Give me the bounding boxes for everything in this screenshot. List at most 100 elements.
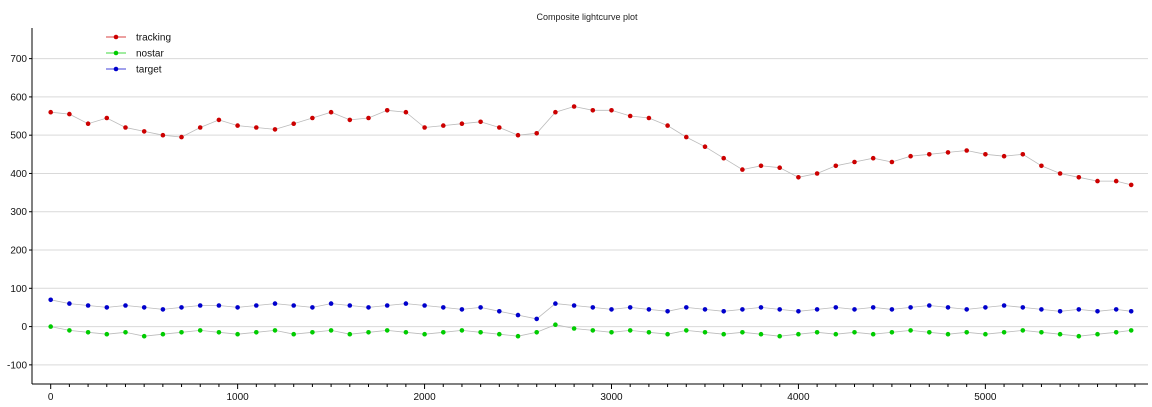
data-point xyxy=(384,328,390,333)
data-point xyxy=(497,331,502,337)
data-point xyxy=(590,305,596,310)
data-point xyxy=(646,330,652,335)
series-nostar xyxy=(48,322,1134,339)
data-point xyxy=(216,330,222,335)
data-point xyxy=(814,330,820,335)
data-point xyxy=(141,129,147,134)
data-point xyxy=(1057,331,1063,337)
data-point xyxy=(123,330,128,335)
data-point xyxy=(833,331,839,337)
data-point xyxy=(852,307,857,312)
data-point xyxy=(1113,178,1119,184)
data-point xyxy=(104,115,110,121)
data-point xyxy=(441,305,446,310)
data-point xyxy=(48,109,53,115)
data-point xyxy=(721,331,726,337)
data-point xyxy=(235,123,240,128)
data-point xyxy=(1039,330,1044,335)
data-point xyxy=(179,134,184,140)
data-point xyxy=(478,330,483,335)
data-point xyxy=(964,307,969,312)
data-point xyxy=(796,175,801,180)
data-point xyxy=(253,330,259,335)
data-point xyxy=(347,117,353,123)
data-point xyxy=(123,303,128,308)
data-point xyxy=(833,163,839,169)
data-point xyxy=(534,316,539,322)
y-tick-label: 100 xyxy=(10,284,27,295)
x-tick-label: 1000 xyxy=(227,392,250,403)
legend-label: tracking xyxy=(136,33,171,44)
y-tick-label: -100 xyxy=(7,360,27,371)
data-point xyxy=(777,333,782,339)
data-point xyxy=(646,115,652,121)
y-tick-label: 700 xyxy=(10,54,27,65)
data-point xyxy=(758,331,764,337)
y-tick-label: 0 xyxy=(21,322,27,333)
data-point xyxy=(1095,178,1100,184)
x-tick-label: 2000 xyxy=(413,392,436,403)
data-point xyxy=(310,305,315,310)
data-point xyxy=(684,305,689,310)
data-point xyxy=(85,330,91,335)
data-point xyxy=(515,333,521,339)
data-point xyxy=(67,328,72,333)
data-point xyxy=(702,144,708,149)
data-point xyxy=(665,123,670,128)
data-point xyxy=(609,330,614,335)
data-point xyxy=(627,328,633,333)
data-point xyxy=(665,309,670,314)
data-point xyxy=(515,312,521,318)
data-point xyxy=(197,303,203,308)
data-point xyxy=(740,330,745,335)
data-point xyxy=(104,305,110,310)
data-point xyxy=(160,132,166,138)
data-point xyxy=(777,307,782,312)
data-point xyxy=(889,159,895,165)
data-point xyxy=(272,328,278,333)
data-point xyxy=(571,303,577,308)
data-point xyxy=(141,333,147,339)
data-point xyxy=(870,331,876,337)
data-point xyxy=(422,303,427,308)
legend-label: nostar xyxy=(136,49,164,60)
data-point xyxy=(459,328,465,333)
data-point xyxy=(590,108,596,113)
data-point xyxy=(366,305,371,310)
series-target xyxy=(48,297,1134,322)
y-tick-label: 600 xyxy=(10,92,27,103)
data-point xyxy=(1020,305,1026,310)
legend: tracking nostar target xyxy=(106,33,171,76)
data-point xyxy=(441,330,446,335)
data-point xyxy=(571,326,577,331)
y-tick-label: 200 xyxy=(10,246,27,257)
data-point xyxy=(777,165,782,170)
data-point xyxy=(758,163,764,169)
series-tracking xyxy=(48,104,1134,188)
data-point xyxy=(328,328,334,333)
data-point xyxy=(216,117,222,123)
data-point xyxy=(235,331,240,337)
data-point xyxy=(235,305,240,310)
x-tick-label: 0 xyxy=(48,392,54,403)
data-point xyxy=(571,104,577,109)
data-point xyxy=(441,123,446,128)
chart-title: Composite lightcurve plot xyxy=(536,12,638,22)
data-point xyxy=(814,171,820,176)
data-point xyxy=(1076,333,1082,339)
y-tick-label: 400 xyxy=(10,169,27,180)
data-point xyxy=(814,307,820,312)
data-point xyxy=(291,331,297,337)
grid-lines xyxy=(32,58,1148,366)
data-point xyxy=(1095,309,1100,314)
data-point xyxy=(1076,307,1082,312)
data-point xyxy=(758,305,764,310)
data-point xyxy=(497,125,502,130)
data-series xyxy=(48,104,1134,339)
data-point xyxy=(478,119,483,125)
x-tick-label: 4000 xyxy=(787,392,810,403)
data-point xyxy=(553,109,558,115)
y-tick-label: 300 xyxy=(10,207,27,218)
data-point xyxy=(515,132,521,138)
data-point xyxy=(684,134,689,140)
